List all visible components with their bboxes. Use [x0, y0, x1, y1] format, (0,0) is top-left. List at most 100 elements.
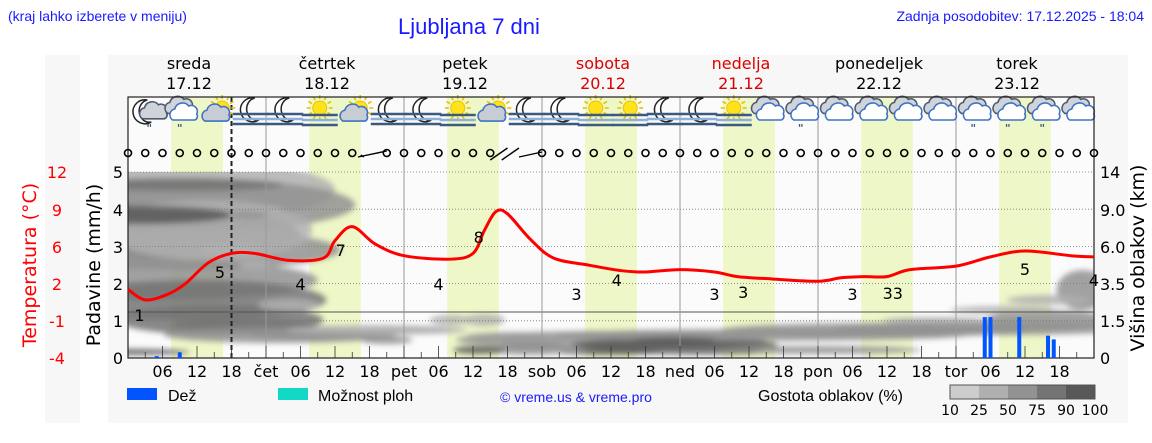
x-tick-label: 18 — [359, 362, 379, 381]
rain-bar — [1046, 335, 1050, 358]
wind-calm-icon — [451, 148, 461, 158]
day-name: sobota — [576, 54, 630, 73]
density-tick: 10 — [941, 403, 959, 419]
density-swatch — [1037, 385, 1066, 399]
temperature-tick: 2 — [52, 275, 62, 294]
cloud-rain-icon: " — [785, 95, 820, 135]
density-tick: 100 — [1082, 403, 1109, 419]
moon-cloud-rain-icon: " — [132, 99, 168, 135]
x-tick-label: pet — [391, 362, 417, 381]
density-tick: 25 — [970, 403, 988, 419]
cloud-height-axis-title: Višina oblakov (km) — [1127, 165, 1149, 352]
legend: Dež Možnost ploh © vreme.us & vreme.pro Gos… — [127, 384, 1109, 419]
wind-calm-icon — [675, 148, 685, 158]
temperature-tick: 6 — [52, 238, 62, 257]
x-tick-label: 06 — [704, 362, 724, 381]
wind-calm-icon — [158, 148, 167, 158]
rain-bar — [154, 356, 159, 358]
wind-calm-icon — [658, 148, 668, 158]
x-tick-label: ned — [665, 362, 695, 381]
x-tick-label: 06 — [428, 362, 448, 381]
wind-calm-icon — [641, 148, 650, 158]
wind-calm-icon — [986, 148, 995, 158]
day-name: četrtek — [299, 54, 357, 73]
temperature-value-label: 3 — [847, 285, 857, 304]
wind-calm-icon — [227, 148, 236, 158]
svg-text:": " — [1039, 122, 1045, 135]
temperature-tick: -4 — [49, 349, 65, 368]
sun-cloud-icon — [339, 95, 374, 122]
wind-calm-icon — [296, 148, 305, 158]
wind-calm-icon — [468, 148, 478, 158]
rain-bars — [154, 317, 1056, 358]
wind-calm-icon — [727, 148, 737, 158]
wind-row — [123, 147, 1099, 161]
precip-tick: 1 — [113, 312, 123, 331]
wind-calm-icon — [1020, 148, 1030, 158]
precip-tick: 2 — [113, 275, 123, 294]
wind-calm-icon — [313, 148, 323, 158]
day-date: 19.12 — [442, 74, 488, 93]
wind-calm-icon — [1055, 148, 1064, 158]
wind-calm-icon — [761, 148, 771, 158]
x-tick-label: 12 — [601, 362, 621, 381]
rain-bar — [1051, 339, 1056, 358]
wind-calm-icon — [606, 148, 616, 158]
temperature-value-label: 4 — [1089, 271, 1099, 290]
precip-tick: 5 — [113, 163, 123, 182]
wind-calm-icon — [692, 148, 702, 158]
cloud-rain-icon: " — [992, 95, 1027, 135]
wind-calm-icon — [917, 148, 926, 158]
svg-text:": " — [1005, 122, 1011, 135]
wind-calm-icon — [244, 148, 254, 158]
svg-text:": " — [970, 122, 976, 135]
x-tick-label: 18 — [635, 362, 655, 381]
x-tick-label: 12 — [325, 362, 345, 381]
temperature-value-label: 3 — [709, 285, 719, 304]
cloud-icon — [854, 95, 889, 121]
sun-fog-icon — [612, 95, 649, 127]
density-swatch — [1008, 385, 1037, 399]
x-tick-label: 12 — [187, 362, 207, 381]
x-tick-label: 06 — [152, 362, 172, 381]
cloud-height-tick: 0 — [1100, 349, 1110, 368]
x-tick-label: 12 — [1015, 362, 1035, 381]
x-tick-label: 18 — [911, 362, 931, 381]
svg-text:": " — [146, 122, 152, 135]
sun-fog-icon — [301, 95, 338, 127]
x-tick-label: čet — [254, 362, 279, 381]
axes: 12962-1-4543210149.06.03.51.50Temperatur… — [19, 163, 1149, 381]
sun-fog-icon — [577, 95, 614, 127]
sun-cloud-icon — [201, 95, 236, 122]
density-swatch — [950, 385, 979, 399]
day-date: 20.12 — [580, 74, 626, 93]
x-tick-label: sob — [528, 362, 556, 381]
wind-calm-icon — [623, 148, 633, 158]
cloud-icon — [888, 95, 923, 121]
precip-tick: 0 — [113, 349, 123, 368]
wind-calm-icon — [882, 148, 892, 158]
daytime-bands — [171, 97, 1051, 358]
temperature-axis-panel — [45, 55, 80, 423]
day-name: sreda — [167, 54, 211, 73]
cloud-height-tick: 3.5 — [1100, 275, 1125, 294]
x-tick-label: 18 — [773, 362, 793, 381]
temperature-value-label: 4 — [295, 275, 305, 294]
moon-fog-icon — [681, 97, 718, 126]
wind-calm-icon — [382, 148, 392, 158]
temperature-value-label: 5 — [215, 263, 225, 282]
wind-calm-icon — [416, 148, 426, 158]
precip-tick: 4 — [113, 201, 123, 220]
precip-axis-title: Padavine (mm/h) — [83, 184, 105, 347]
cloud-height-tick: 6.0 — [1100, 238, 1125, 257]
rain-legend-swatch — [127, 388, 157, 400]
credit-link[interactable]: © vreme.us & vreme.pro — [500, 389, 652, 405]
temperature-value-label: 7 — [336, 241, 346, 260]
wind-barb-icon — [489, 147, 543, 161]
density-legend-label: Gostota oblakov (%) — [758, 388, 903, 405]
sun-fog-icon — [439, 95, 476, 127]
cloud-height-tick: 1.5 — [1100, 312, 1125, 331]
sun-cloud-icon — [477, 95, 512, 122]
cloud-rain-icon: " — [957, 95, 992, 135]
sun-fog-icon — [715, 95, 752, 127]
